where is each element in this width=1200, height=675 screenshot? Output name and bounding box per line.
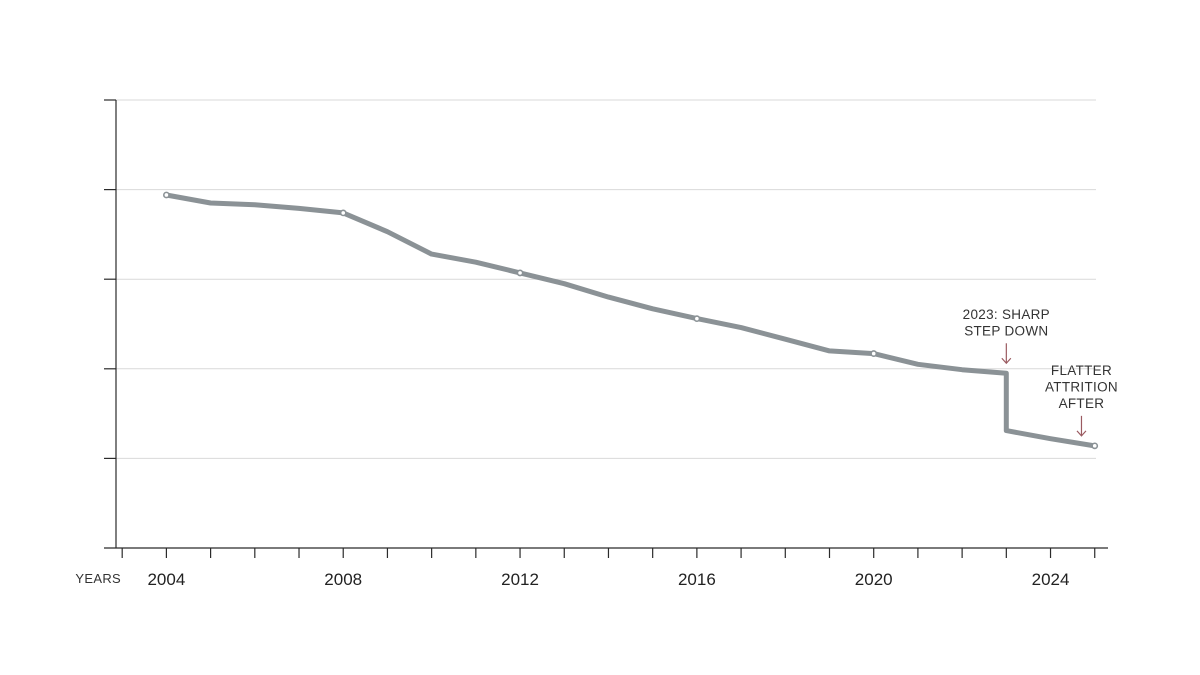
data-point-marker (339, 209, 347, 217)
series-group (162, 191, 1099, 450)
annotation-arrow-head (1001, 357, 1012, 365)
annotation-line: 2023: SHARP (963, 307, 1050, 322)
annotations: 2023: SHARP STEP DOWN FLATTER ATTRITION AFTE… (963, 307, 1118, 437)
x-axis-title: YEARS (75, 571, 121, 586)
axes (104, 99, 1108, 549)
x-axis-tick-labels: 2004 2008 2012 2016 2020 2024 (147, 570, 1069, 589)
data-point-marker (162, 191, 170, 199)
data-point-marker (516, 269, 524, 277)
annotation: 2023: SHARP STEP DOWN (963, 307, 1050, 365)
annotation-text: 2023: SHARP STEP DOWN (963, 307, 1050, 339)
x-tick-label: 2008 (324, 570, 362, 589)
x-tick-label: 2004 (147, 570, 185, 589)
annotation: FLATTER ATTRITION AFTER (1045, 363, 1118, 437)
x-tick-label: 2012 (501, 570, 539, 589)
y-gridlines (116, 99, 1096, 459)
annotation-text: FLATTER ATTRITION AFTER (1045, 363, 1118, 411)
annotation-line: ATTRITION (1045, 379, 1118, 394)
x-tick-label: 2016 (678, 570, 716, 589)
x-tick-label: 2020 (855, 570, 893, 589)
data-point-marker (870, 350, 878, 357)
x-axis-ticks (121, 548, 1096, 558)
x-tick-label: 2024 (1032, 570, 1070, 589)
data-point-marker (693, 315, 701, 323)
annotation-arrow-head (1076, 430, 1087, 437)
annotation-line: STEP DOWN (964, 323, 1048, 338)
annotation-line: FLATTER (1051, 363, 1112, 378)
series-line (163, 192, 1098, 449)
data-point-marker (1091, 442, 1099, 450)
annotation-line: AFTER (1059, 396, 1105, 411)
